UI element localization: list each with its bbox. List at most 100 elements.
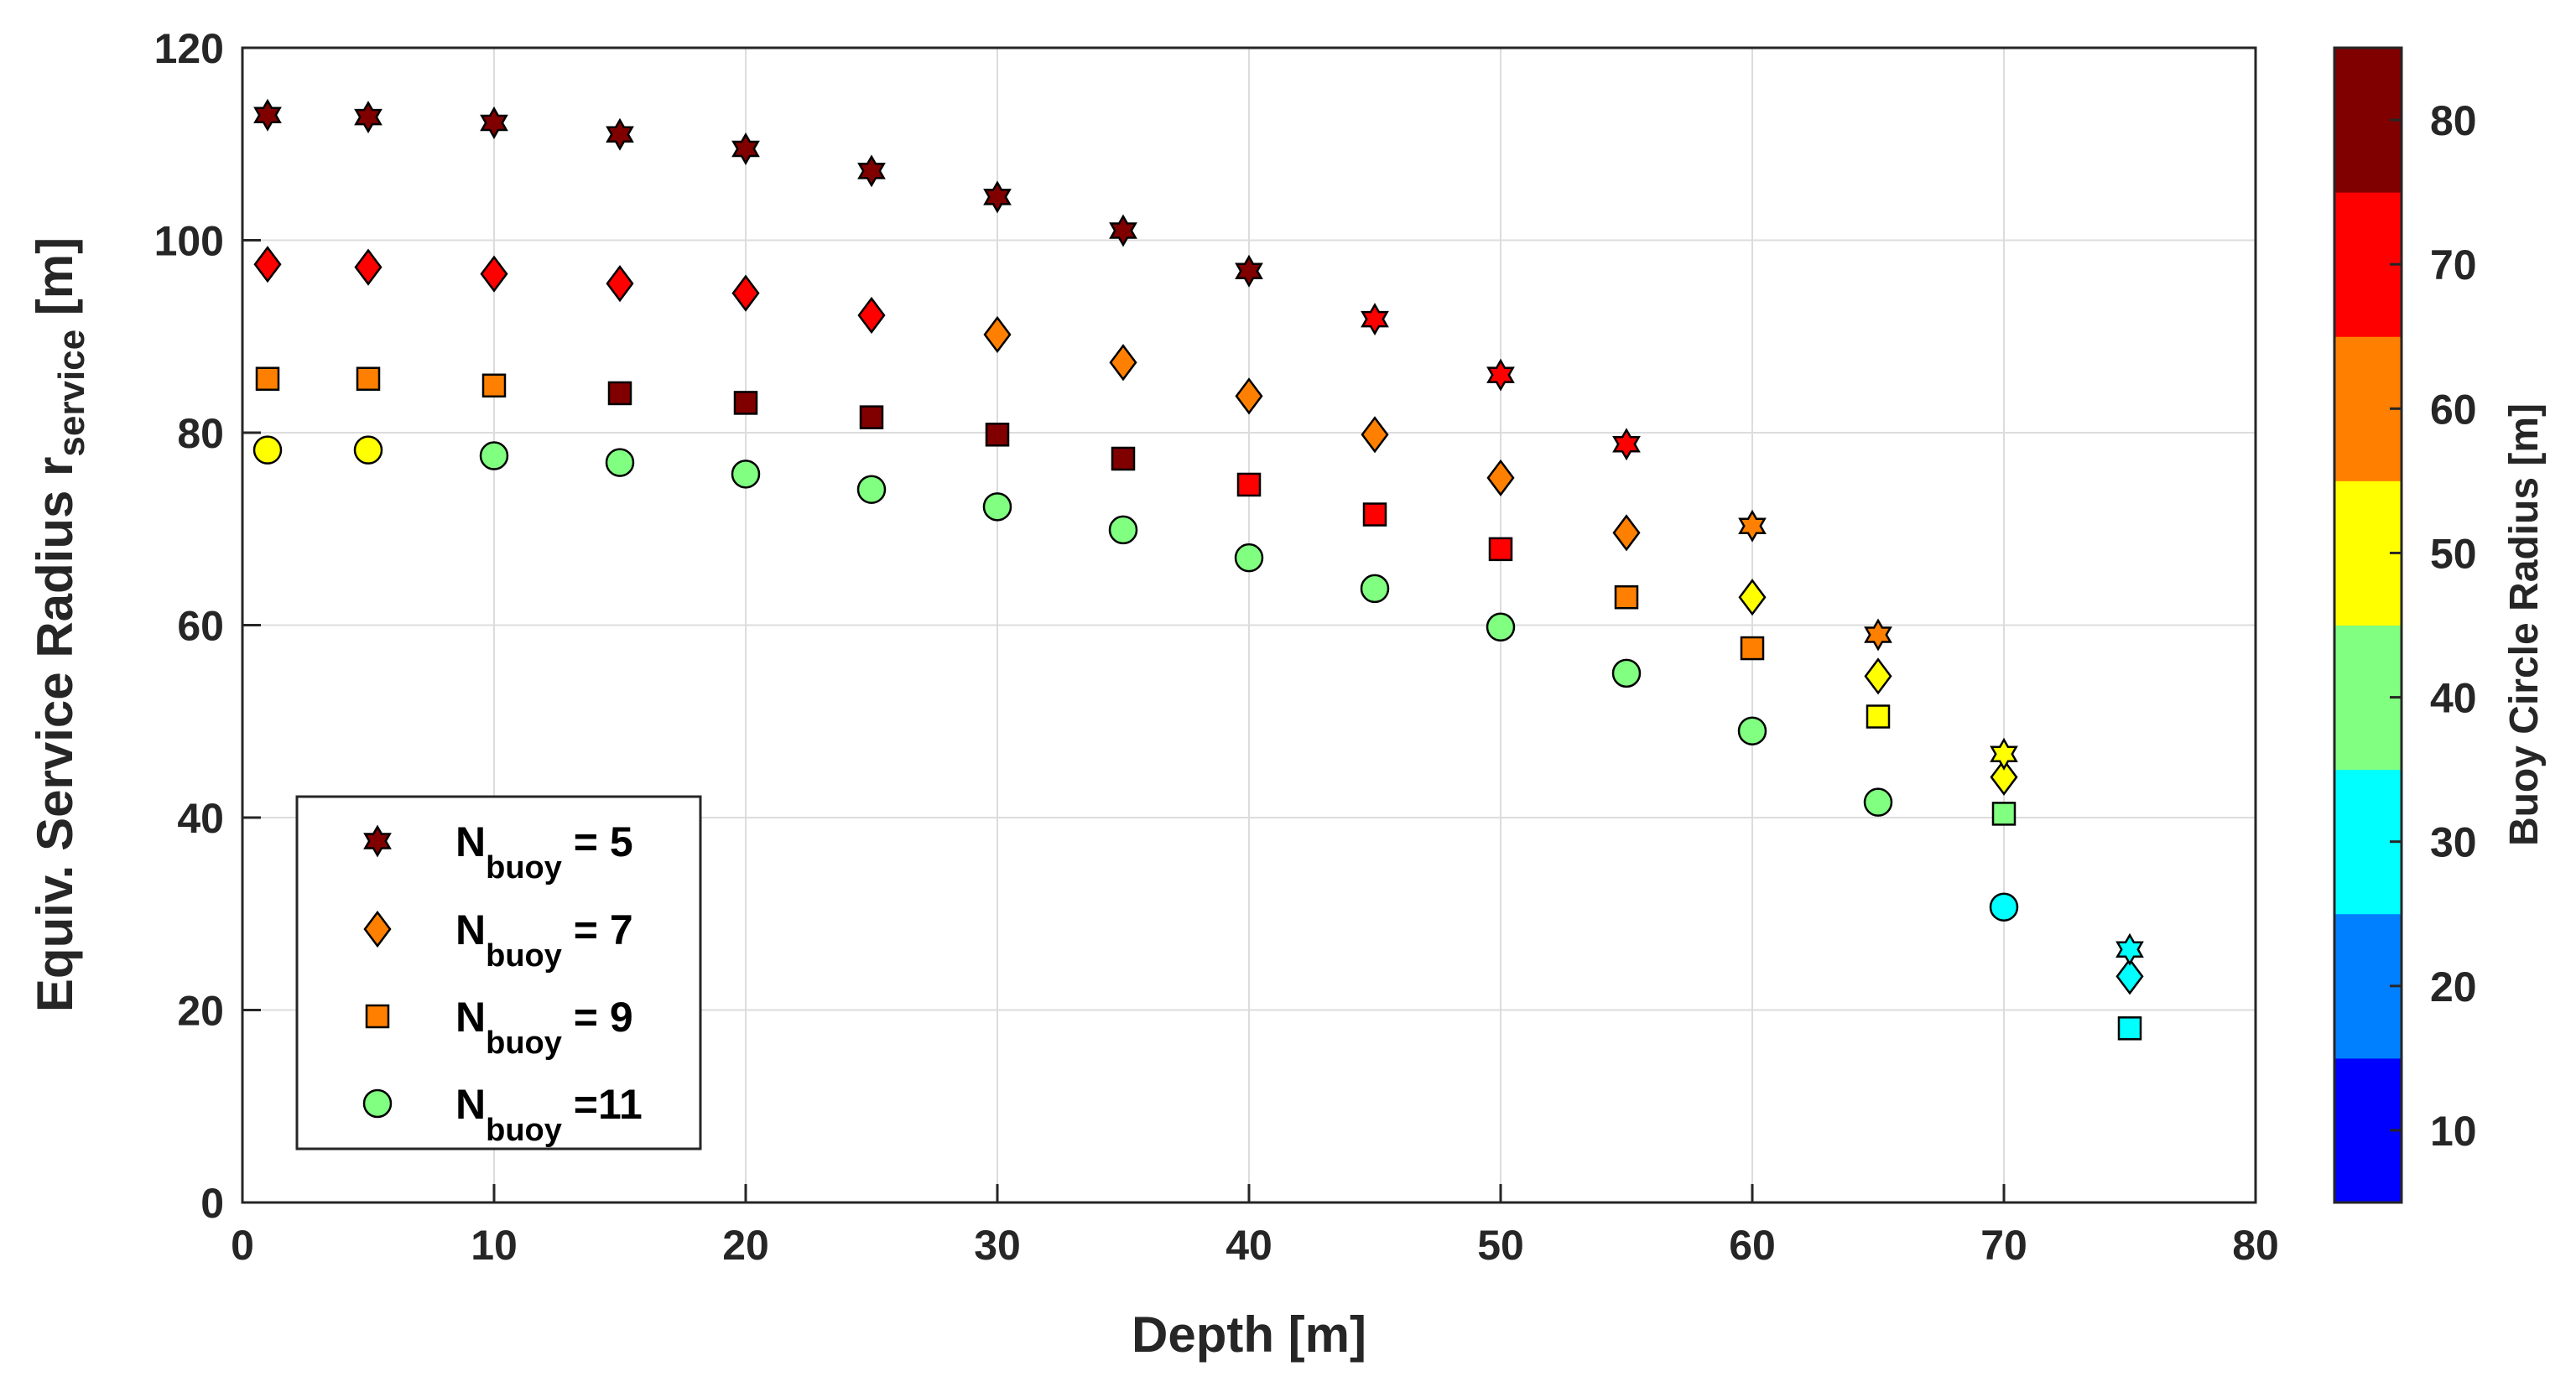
square-point [1614, 584, 1639, 610]
x-tick-label: 60 [1729, 1222, 1776, 1269]
legend-value: = 9 [562, 994, 633, 1041]
diamond-point [1361, 416, 1389, 454]
y-tick-label: 120 [154, 25, 224, 72]
diamond-point [606, 265, 634, 303]
legend-hexagram-marker [363, 824, 392, 858]
circle-point [1108, 515, 1138, 545]
legend-entry-label: Nbuoy = 7 [455, 906, 633, 974]
circle-point [1989, 892, 2019, 922]
colorbar-tick-label: 70 [2430, 242, 2477, 288]
x-tick-label: 70 [1980, 1222, 2027, 1269]
legend-symbol: N [455, 906, 486, 953]
x-axis-title: Depth [m] [1132, 1306, 1366, 1363]
square-point [1111, 446, 1136, 471]
circle-point [1611, 658, 1642, 688]
diamond-point [2115, 958, 2144, 995]
x-tick-label: 20 [722, 1222, 769, 1269]
square-point [607, 381, 632, 406]
hexagram-point [606, 117, 634, 151]
circle-point [1360, 574, 1390, 604]
circle-point [1486, 612, 1516, 642]
square-point [733, 391, 758, 415]
hexagram-point [1235, 254, 1263, 288]
legend-value: =11 [562, 1081, 643, 1128]
hexagram-point [731, 132, 760, 166]
hexagram-point [1990, 737, 2018, 771]
square-point [255, 366, 280, 391]
legend-square-marker [365, 1004, 390, 1029]
square-point [1991, 802, 2017, 826]
square-point [1236, 472, 1262, 497]
diamond-point [731, 274, 760, 312]
hexagram-point [983, 180, 1012, 214]
hexagram-point [1738, 509, 1767, 543]
x-tick-label: 80 [2232, 1222, 2279, 1269]
x-tick-label: 40 [1226, 1222, 1272, 1269]
diamond-point [1235, 377, 1263, 415]
legend-entry-label: Nbuoy = 5 [455, 818, 633, 886]
legend-subscript: buoy [486, 1026, 562, 1061]
x-tick-label: 0 [231, 1222, 254, 1269]
legend-entry-label: Nbuoy = 9 [455, 994, 633, 1061]
y-tick-label: 100 [154, 218, 224, 265]
hexagram-point [253, 98, 282, 132]
circle-point [1234, 543, 1264, 573]
circle-point [1863, 787, 1893, 817]
square-point [1362, 502, 1387, 527]
colorbar: 10 20 30 40 50 60 70 80 [2333, 46, 2477, 1204]
diamond-point [253, 246, 282, 283]
hexagram-point [354, 101, 382, 134]
legend-value: = 7 [562, 906, 633, 953]
diamond-point [1990, 758, 2018, 796]
diamond-point [983, 315, 1012, 354]
hexagram-point [857, 154, 886, 188]
legend-symbol: N [455, 994, 486, 1041]
square-point [1740, 636, 1765, 661]
hexagram-point [1864, 618, 1892, 652]
square-point [985, 423, 1010, 447]
colorbar-title: Buoy Circle Radius [m] [2502, 403, 2547, 846]
legend-box [295, 795, 702, 1150]
colorbar-frame [2333, 46, 2403, 1204]
colorbar-tick-label: 40 [2430, 675, 2477, 722]
hexagram-point [480, 106, 508, 140]
hexagram-point [2115, 932, 2144, 966]
legend-symbol: N [455, 818, 486, 865]
diamond-point [857, 296, 886, 335]
y-tick-label: 80 [177, 410, 224, 457]
diamond-point [354, 248, 382, 286]
square-point [356, 366, 381, 391]
legend-entry-label: Nbuoy =11 [455, 1081, 643, 1148]
colorbar-tick-label: 20 [2430, 963, 2477, 1010]
legend-subscript: buoy [486, 1113, 562, 1148]
legend-symbol: N [455, 1081, 486, 1128]
circle-point [353, 435, 383, 465]
y-tick-label: 20 [177, 988, 224, 1035]
y-axis-title: Equiv. Service Radius rservice [m] [27, 237, 92, 1012]
circle-point [479, 441, 509, 470]
circle-point [605, 448, 635, 477]
square-point [1488, 537, 1513, 562]
square-point [859, 405, 884, 429]
square-point [2117, 1016, 2142, 1041]
circle-point [731, 460, 761, 489]
legend-circle-marker [362, 1088, 393, 1119]
diamond-point [1864, 657, 1892, 695]
y-tick-label: 60 [177, 603, 224, 650]
hexagram-point [1361, 303, 1389, 336]
hexagram-point [1612, 428, 1641, 461]
colorbar-tick-label: 10 [2430, 1108, 2477, 1155]
x-tick-label: 50 [1477, 1222, 1524, 1269]
x-tick-label: 30 [974, 1222, 1021, 1269]
diamond-point [480, 255, 508, 293]
circle-point [252, 435, 283, 465]
diamond-point [1109, 344, 1137, 382]
legend-subscript: buoy [486, 938, 562, 974]
x-axis-ticks: 0 10 20 30 40 50 60 70 80 [231, 1184, 2279, 1269]
diamond-point [1486, 459, 1515, 497]
diamond-point [1612, 514, 1641, 552]
legend-subscript: buoy [486, 850, 562, 886]
data-points [252, 98, 2144, 1041]
